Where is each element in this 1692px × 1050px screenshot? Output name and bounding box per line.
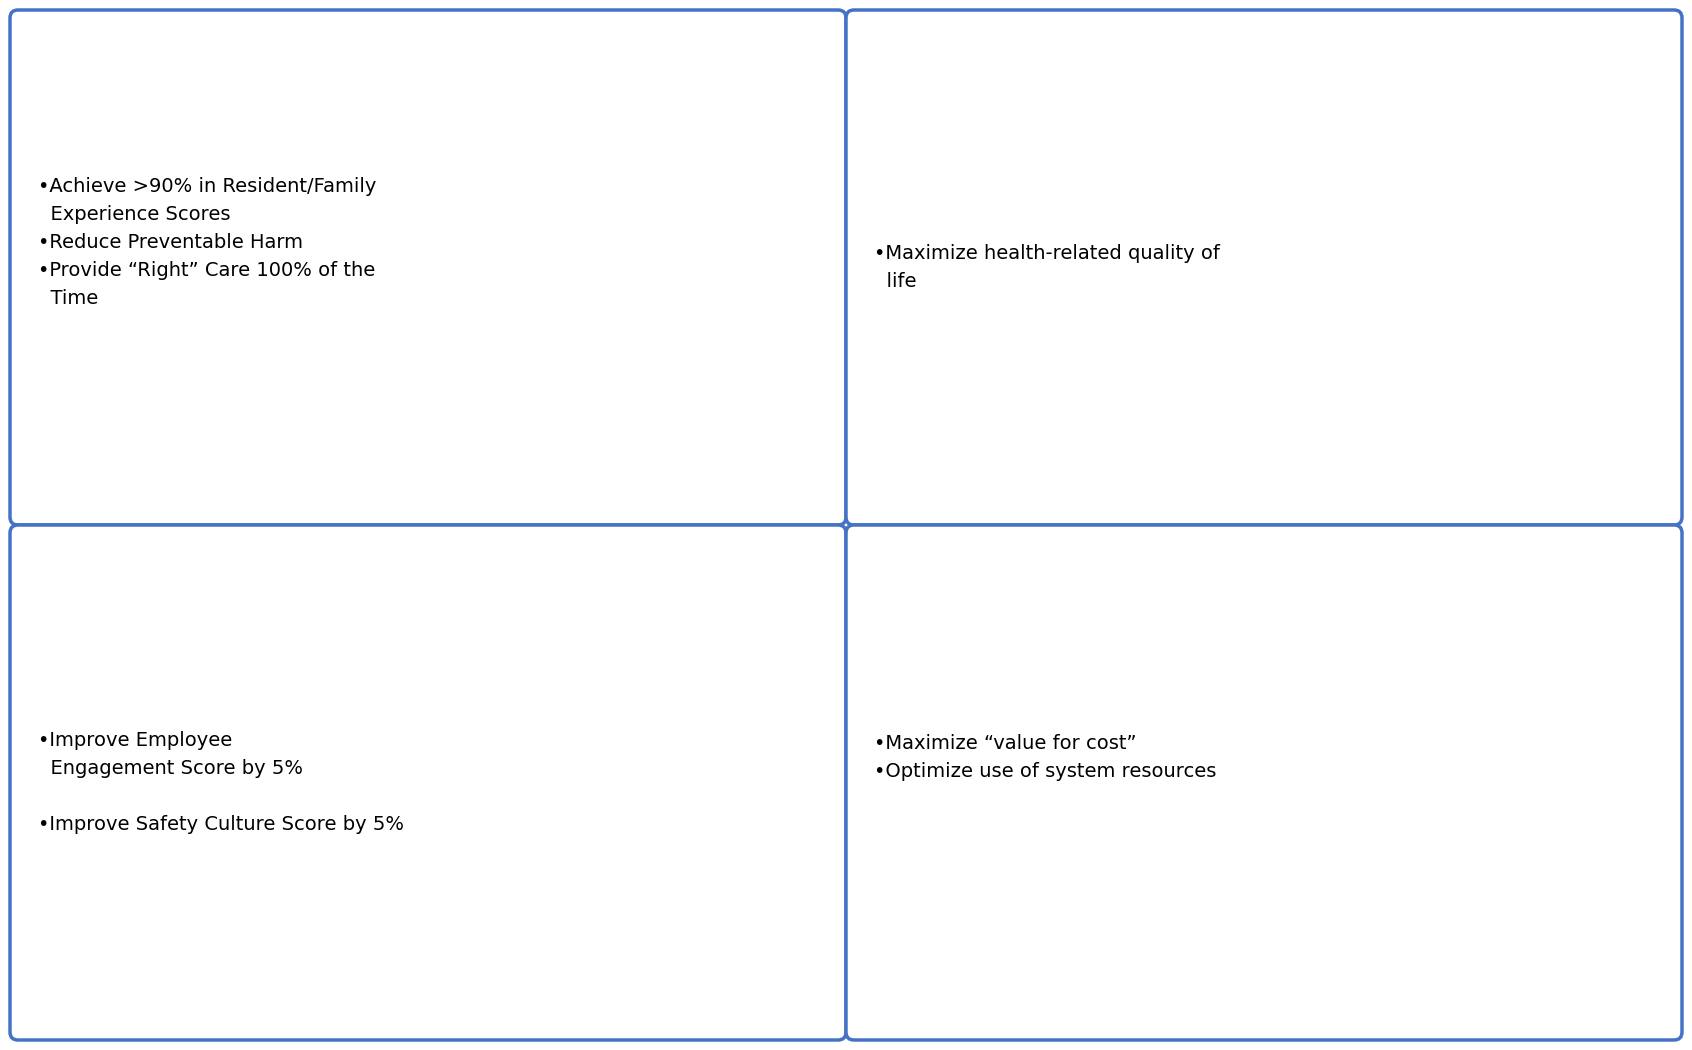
Wedge shape [386, 525, 846, 985]
FancyBboxPatch shape [846, 10, 1682, 525]
FancyBboxPatch shape [10, 525, 846, 1040]
Text: Better
Experience of
Care: Better Experience of Care [499, 289, 733, 394]
Text: Better Client
& Population
Health
Outcomes: Better Client & Population Health Outcom… [964, 280, 1188, 424]
Text: •Maximize “value for cost”
•Optimize use of system resources: •Maximize “value for cost” •Optimize use… [875, 734, 1217, 781]
Text: •Maximize health-related quality of
  life: •Maximize health-related quality of life [875, 244, 1220, 291]
Text: •Achieve >90% in Resident/Family
  Experience Scores
•Reduce Preventable Harm
•P: •Achieve >90% in Resident/Family Experie… [37, 177, 376, 308]
Text: Better
Provider
Experience: Better Provider Experience [521, 668, 711, 773]
Wedge shape [386, 65, 846, 525]
FancyBboxPatch shape [846, 525, 1682, 1040]
Text: Better Value
& Efficiency: Better Value & Efficiency [946, 652, 1161, 719]
Text: •Improve Employee
  Engagement Score by 5%

•Improve Safety Culture Score by 5%: •Improve Employee Engagement Score by 5%… [37, 731, 404, 834]
FancyBboxPatch shape [10, 10, 846, 525]
Wedge shape [846, 525, 1306, 985]
Wedge shape [846, 65, 1306, 525]
